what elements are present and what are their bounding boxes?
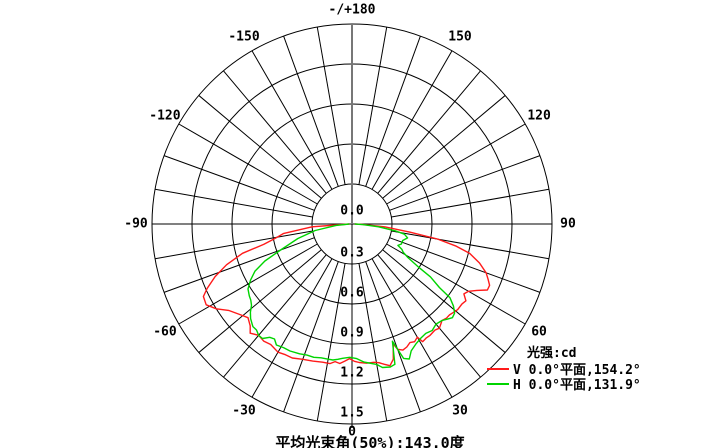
- svg-text:150: 150: [448, 29, 472, 44]
- svg-text:0.9: 0.9: [340, 326, 363, 341]
- svg-text:120: 120: [527, 109, 551, 124]
- v-series-label: V 0.0°平面,154.2°: [513, 363, 641, 378]
- svg-text:0: 0: [348, 425, 356, 440]
- legend: 光强:cd V 0.0°平面,154.2° H 0.0°平面,131.9°: [487, 342, 641, 393]
- svg-text:0.0: 0.0: [340, 204, 364, 219]
- svg-text:30: 30: [452, 404, 468, 419]
- legend-title: 光强:cd: [527, 346, 577, 361]
- svg-text:0.3: 0.3: [340, 246, 363, 261]
- svg-text:1.2: 1.2: [340, 366, 363, 381]
- svg-text:-90: -90: [124, 217, 148, 232]
- svg-text:-30: -30: [232, 404, 256, 419]
- v-series-line-swatch: [487, 367, 509, 370]
- svg-text:-120: -120: [149, 109, 180, 124]
- legend-row-h: H 0.0°平面,131.9°: [487, 376, 641, 393]
- svg-text:-150: -150: [228, 29, 259, 44]
- h-series-label: H 0.0°平面,131.9°: [513, 378, 641, 393]
- svg-text:-/+180: -/+180: [329, 3, 376, 18]
- svg-text:-60: -60: [153, 325, 177, 340]
- svg-text:60: 60: [531, 325, 547, 340]
- svg-text:0.6: 0.6: [340, 286, 364, 301]
- average-beam-angle-caption: 平均光束角(50%):143.0度: [275, 434, 465, 448]
- svg-text:1.5: 1.5: [340, 406, 363, 421]
- h-series-line-swatch: [487, 382, 509, 385]
- svg-text:90: 90: [560, 217, 576, 232]
- legend-row-v: V 0.0°平面,154.2°: [487, 361, 641, 378]
